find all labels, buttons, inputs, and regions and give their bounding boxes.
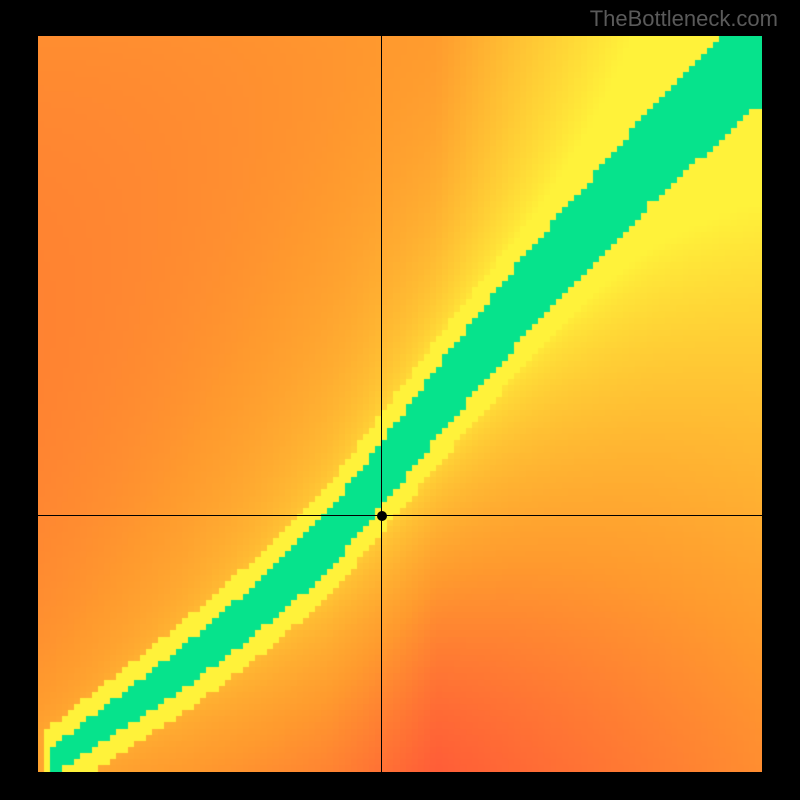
bottleneck-heatmap bbox=[38, 36, 762, 772]
watermark-text: TheBottleneck.com bbox=[590, 6, 778, 32]
chart-container: TheBottleneck.com bbox=[0, 0, 800, 800]
crosshair-horizontal bbox=[38, 515, 762, 516]
crosshair-vertical bbox=[381, 36, 382, 772]
selection-marker bbox=[377, 511, 387, 521]
plot-area bbox=[38, 36, 762, 772]
